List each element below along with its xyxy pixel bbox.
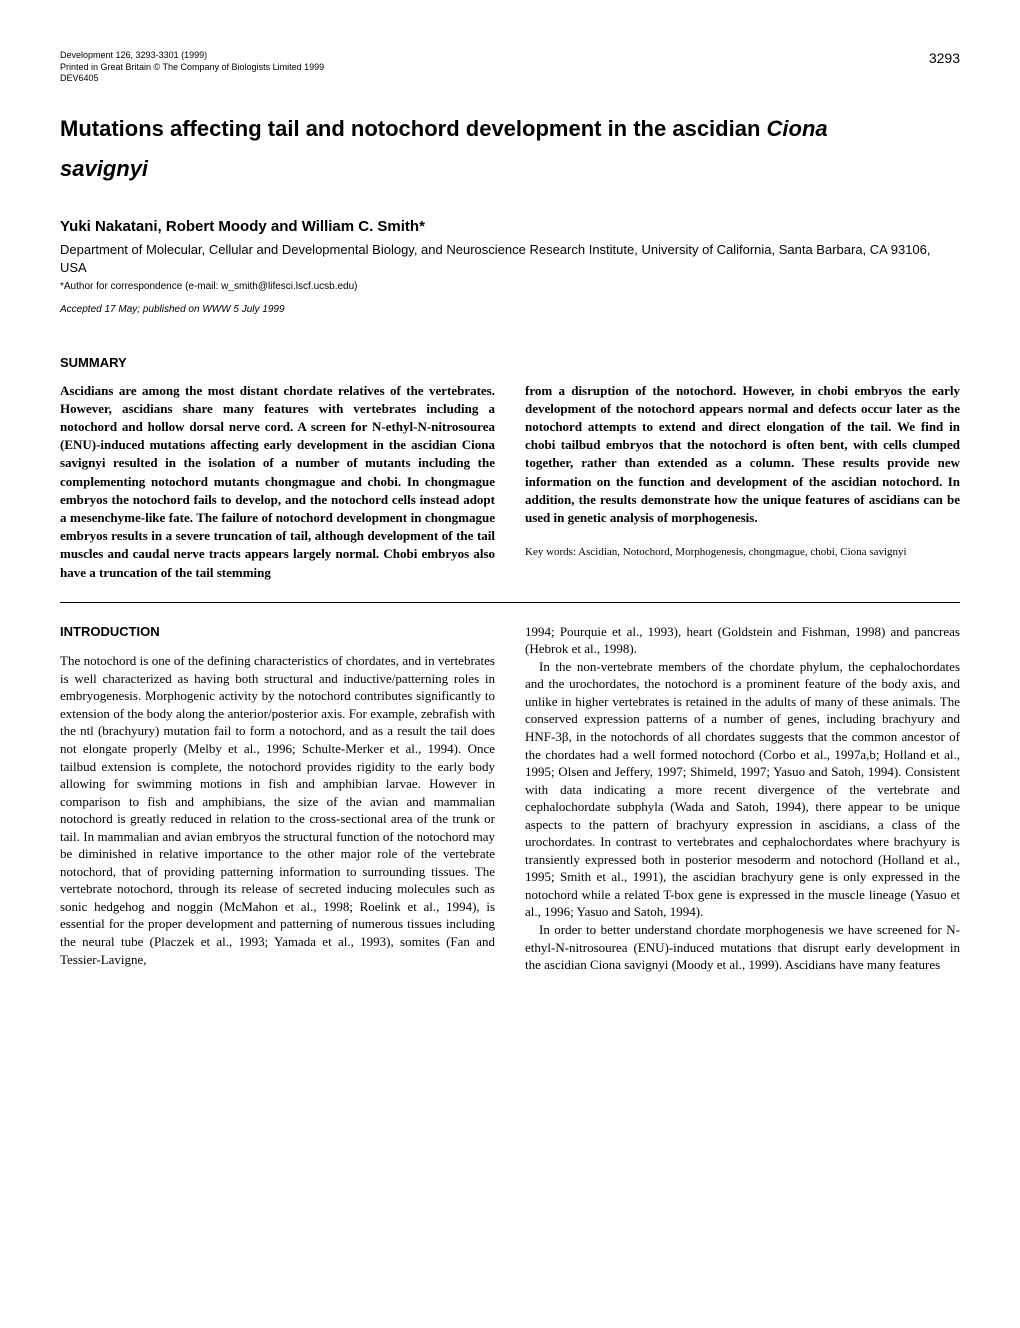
summary-section: Ascidians are among the most distant cho… — [60, 382, 960, 582]
journal-ref: Development 126, 3293-3301 (1999) — [60, 50, 960, 62]
title-part1: Mutations affecting tail and notochord d… — [60, 116, 767, 141]
intro-heading: INTRODUCTION — [60, 623, 495, 641]
section-divider — [60, 602, 960, 603]
affiliation: Department of Molecular, Cellular and De… — [60, 241, 960, 277]
article-title: Mutations affecting tail and notochord d… — [60, 109, 960, 188]
correspondence: *Author for correspondence (e-mail: w_sm… — [60, 281, 960, 292]
copyright: Printed in Great Britain © The Company o… — [60, 62, 960, 74]
body-col-right: 1994; Pourquie et al., 1993), heart (Gol… — [525, 623, 960, 974]
journal-header: Development 126, 3293-3301 (1999) Printe… — [60, 50, 960, 85]
title-species: savignyi — [60, 156, 148, 181]
summary-text-left: Ascidians are among the most distant cho… — [60, 383, 495, 580]
intro-para-right-3: In order to better understand chordate m… — [525, 921, 960, 974]
intro-para-left: The notochord is one of the defining cha… — [60, 652, 495, 968]
page-number: 3293 — [929, 50, 960, 66]
dev-code: DEV6405 — [60, 73, 960, 85]
authors: Yuki Nakatani, Robert Moody and William … — [60, 218, 960, 235]
body-col-left: INTRODUCTION The notochord is one of the… — [60, 623, 495, 974]
accepted-date: Accepted 17 May; published on WWW 5 July… — [60, 304, 960, 315]
title-genus: Ciona — [767, 116, 828, 141]
summary-col-left: Ascidians are among the most distant cho… — [60, 382, 495, 582]
summary-col-right: from a disruption of the notochord. Howe… — [525, 382, 960, 582]
intro-para-right-1: 1994; Pourquie et al., 1993), heart (Gol… — [525, 623, 960, 658]
body-section: INTRODUCTION The notochord is one of the… — [60, 623, 960, 974]
summary-heading: SUMMARY — [60, 355, 960, 370]
intro-para-right-2: In the non-vertebrate members of the cho… — [525, 658, 960, 921]
summary-text-right: from a disruption of the notochord. Howe… — [525, 383, 960, 525]
keywords: Key words: Ascidian, Notochord, Morphoge… — [525, 545, 960, 560]
